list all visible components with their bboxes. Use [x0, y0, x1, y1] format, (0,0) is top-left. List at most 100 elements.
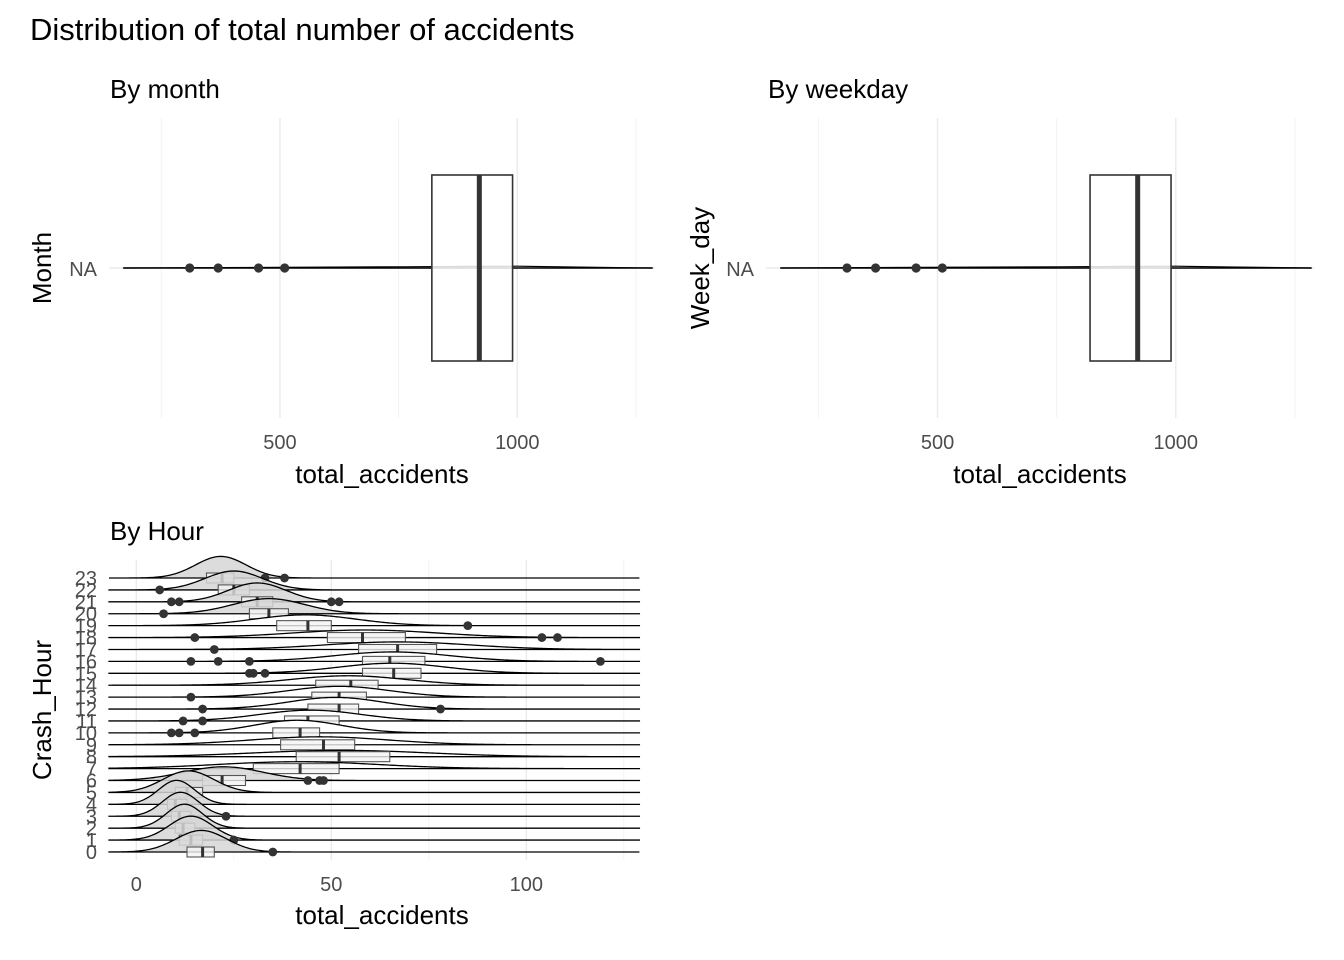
- hour-y-tick-label: 23: [75, 568, 97, 590]
- hour-box: [295, 751, 391, 763]
- hour-y-tick-label: 11: [76, 711, 97, 733]
- hour-outlier-point: [248, 668, 258, 678]
- hour-outlier-point: [334, 597, 344, 607]
- panel-by-month-subtitle: By month: [110, 74, 220, 104]
- hour-outlier-point: [186, 692, 196, 702]
- hour-y-tick-label: 13: [75, 687, 97, 709]
- hour-y-tick-label: 6: [86, 771, 97, 793]
- hour-ridge-density: [109, 685, 640, 698]
- hour-y-tick-label: 19: [75, 616, 97, 638]
- hour-outlier-point: [155, 585, 165, 595]
- hour-outlier-point: [221, 811, 231, 821]
- hour-y-tick-label: 15: [75, 663, 97, 685]
- panel-by-weekday-marks: [780, 174, 1312, 362]
- panel-by-weekday-subtitle: By weekday: [768, 74, 908, 104]
- panel-by-weekday-ticks: 500 1000: [921, 432, 1198, 454]
- hour-ridge-density: [108, 803, 641, 829]
- month-outlier-point: [185, 263, 195, 273]
- hour-ridge-density: [109, 555, 640, 579]
- month-x-tick-label: 500: [263, 432, 296, 454]
- hour-outlier-point: [178, 716, 188, 726]
- weekday-box: [1089, 174, 1172, 362]
- weekday-x-tick-label: 1000: [1154, 432, 1199, 454]
- hour-outlier-point: [209, 645, 219, 654]
- hour-y-tick-label: 4: [86, 794, 97, 816]
- hour-y-tick-label: 20: [75, 604, 97, 626]
- hour-y-tick-label: 1: [86, 830, 97, 852]
- panel-by-hour-x-axis-title: total_accidents: [295, 900, 468, 930]
- chart-title: Distribution of total number of accident…: [30, 12, 575, 47]
- hour-ridge-density: [108, 791, 641, 817]
- hour-outlier-point: [186, 656, 196, 666]
- hour-ridge-density: [109, 719, 640, 734]
- panel-by-month-marks: [123, 174, 653, 362]
- panel-by-month-y-axis-title: Month: [27, 232, 57, 304]
- month-outlier-point: [280, 263, 290, 273]
- weekday-outlier-point: [842, 263, 852, 273]
- hour-ridge-density: [108, 597, 641, 615]
- panel-by-weekday-category-label: NA: [726, 259, 754, 281]
- panel-by-hour-subtitle: By Hour: [110, 516, 204, 546]
- hour-outlier-point: [190, 728, 200, 738]
- hour-outlier-point: [553, 633, 562, 642]
- panel-by-month-x-axis-title: total_accidents: [295, 459, 468, 489]
- hour-outlier-point: [463, 621, 473, 631]
- hour-outlier-point: [174, 597, 184, 607]
- hour-x-tick-label: 50: [320, 874, 342, 896]
- hour-outlier-point: [596, 656, 605, 666]
- hour-ridge-density: [108, 736, 641, 746]
- hour-ridge-density: [108, 614, 641, 627]
- hour-outlier-point: [213, 656, 223, 666]
- hour-y-tick-label: 9: [86, 735, 97, 757]
- month-x-tick-label: 1000: [495, 432, 540, 454]
- panel-by-weekday-y-axis-title: Week_day: [685, 207, 715, 329]
- hour-outlier-point: [326, 597, 336, 607]
- hour-outlier-point: [198, 716, 208, 726]
- panel-by-hour-marks: [108, 555, 641, 858]
- hour-ridge-density: [108, 829, 640, 853]
- hour-outlier-point: [167, 597, 176, 607]
- panel-by-weekday-x-axis-title: total_accidents: [953, 459, 1126, 489]
- hour-outlier-point: [260, 668, 270, 678]
- hour-y-tick-label: 21: [75, 592, 97, 614]
- hour-outlier-point: [537, 633, 547, 642]
- weekday-outlier-point: [871, 263, 881, 273]
- month-outlier-point: [213, 263, 223, 273]
- hour-y-tick-label: 14: [75, 675, 97, 697]
- hour-outlier-point: [319, 776, 328, 785]
- hour-y-tick-label: 18: [75, 628, 97, 650]
- panel-by-month-category-label: NA: [69, 259, 97, 281]
- hour-y-tick-label: 12: [75, 699, 97, 721]
- hour-y-tick-label: 7: [86, 759, 97, 781]
- hour-y-tick-label: 10: [75, 723, 97, 745]
- month-outlier-point: [253, 263, 264, 273]
- hour-y-tick-label: 17: [75, 639, 97, 661]
- hour-outlier-point: [436, 704, 445, 714]
- hour-y-tick-label: 5: [86, 782, 97, 804]
- hour-outlier-point: [159, 609, 169, 619]
- hour-y-tick-label: 16: [75, 651, 97, 673]
- panel-by-month: By month 500 1000 NA total_accidents Mont…: [27, 74, 655, 489]
- hour-outlier-point: [245, 656, 254, 666]
- panel-by-hour-y-axis-title: Crash_Hour: [27, 640, 57, 781]
- hour-outlier-point: [268, 847, 278, 857]
- hour-y-tick-label: 3: [86, 806, 97, 828]
- weekday-x-tick-label: 500: [921, 432, 954, 454]
- hour-y-tick-label: 2: [86, 818, 97, 840]
- hour-x-tick-label: 100: [510, 874, 543, 896]
- hour-outlier-point: [198, 704, 208, 714]
- hour-outlier-point: [174, 728, 184, 738]
- hour-y-tick-label: 0: [86, 842, 97, 864]
- hour-box: [326, 632, 406, 644]
- hour-box: [186, 846, 215, 858]
- hour-outlier-point: [167, 728, 176, 738]
- hour-x-tick-label: 0: [131, 874, 142, 896]
- panel-by-hour: By Hour 23222120191817161514131211109876…: [27, 516, 641, 930]
- hour-outlier-point: [303, 776, 313, 785]
- month-box: [431, 174, 514, 362]
- hour-outlier-point: [190, 633, 200, 642]
- hour-ridge-density: [108, 815, 641, 841]
- hour-ridge-density: [108, 761, 641, 770]
